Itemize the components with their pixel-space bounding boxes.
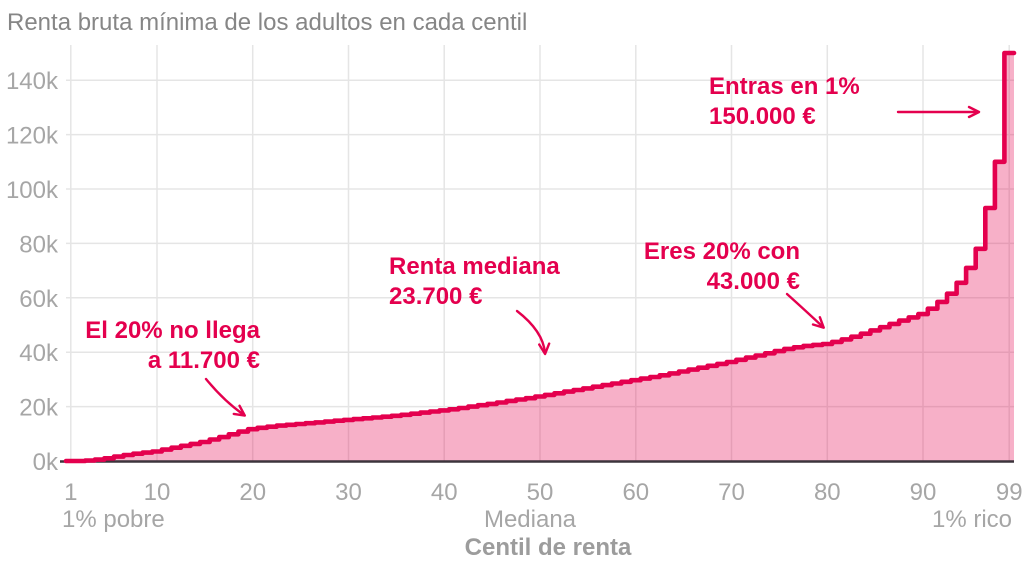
- annotation-poor-line2: a 11.700 €: [147, 347, 260, 374]
- y-axis-tick-labels: 0k 20k 40k 60k 80k 100k 120k 140k: [6, 68, 59, 476]
- annotation-median: Renta mediana 23.700 €: [389, 252, 560, 312]
- annotation-top1-line1: Entras en 1%: [709, 73, 860, 100]
- annotation-median-line2: 23.700 €: [389, 283, 483, 310]
- annotation-top1-line2: 150.000 €: [709, 103, 816, 130]
- annotation-p80-line2: 43.000 €: [706, 268, 800, 295]
- x-tick-label: 1: [64, 479, 77, 506]
- y-tick-label: 40k: [19, 340, 59, 367]
- chart-title: Renta bruta mínima de los adultos en cad…: [7, 9, 528, 36]
- x-tick-label: 99: [996, 479, 1023, 506]
- x-axis-title: Centil de renta: [464, 534, 632, 561]
- x-tick-label: 90: [910, 479, 937, 506]
- x-secondary-label-median: Mediana: [483, 506, 577, 533]
- x-tick-label: 10: [144, 479, 171, 506]
- income-step-line: [63, 50, 1017, 464]
- x-tick-label: 20: [239, 479, 266, 506]
- arrow-p80-icon: [785, 292, 825, 329]
- x-secondary-label-rich: 1% rico: [931, 506, 1012, 533]
- y-tick-label: 140k: [6, 68, 59, 95]
- annotation-p80: Eres 20% con 43.000 €: [590, 237, 800, 297]
- x-axis-tick-labels: 1 10 20 30 40 50 60 70 80 90 99: [64, 479, 1022, 506]
- annotation-top1: Entras en 1% 150.000 €: [709, 72, 860, 132]
- x-secondary-label-poor: 1% pobre: [62, 506, 165, 533]
- annotation-median-line1: Renta mediana: [389, 253, 560, 280]
- y-tick-label: 100k: [6, 177, 59, 204]
- y-tick-label: 20k: [19, 395, 59, 422]
- y-tick-label: 0k: [33, 449, 59, 476]
- annotation-poor-line1: El 20% no llega: [85, 317, 260, 344]
- x-tick-label: 50: [527, 479, 554, 506]
- area-fill: [66, 53, 1014, 461]
- arrow-poor-icon: [204, 377, 247, 417]
- x-tick-label: 60: [622, 479, 649, 506]
- annotation-p80-line1: Eres 20% con: [643, 238, 800, 265]
- annotation-arrows: [204, 105, 981, 417]
- annotation-poor: El 20% no llega a 11.700 €: [28, 316, 260, 376]
- x-tick-label: 70: [718, 479, 745, 506]
- x-tick-label: 30: [335, 479, 362, 506]
- x-tick-label: 40: [431, 479, 458, 506]
- y-tick-label: 120k: [6, 123, 59, 150]
- y-tick-label: 60k: [19, 286, 59, 313]
- y-tick-label: 80k: [19, 231, 59, 258]
- x-tick-label: 80: [814, 479, 841, 506]
- arrow-median-icon: [515, 309, 551, 356]
